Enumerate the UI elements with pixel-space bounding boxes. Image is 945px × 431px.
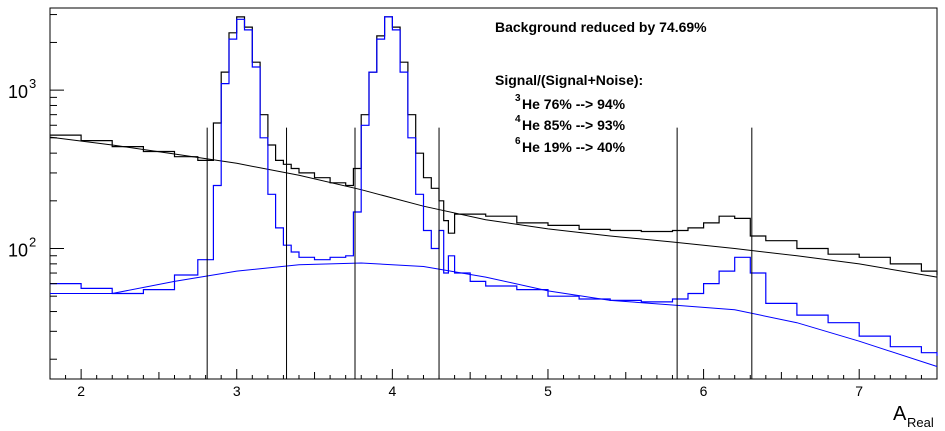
x-axis-title-sub: Real <box>907 415 934 430</box>
x-axis-title-main: A <box>893 403 907 425</box>
annotation-ratio-title: Signal/(Signal+Noise): <box>495 72 643 88</box>
x-tick-label-7: 7 <box>855 383 863 399</box>
x-tick-label-2: 2 <box>77 383 85 399</box>
series-2-histogram-blue <box>50 16 938 356</box>
series-1-fit-black <box>49 136 938 278</box>
y-tick-label-exp-1000: 3 <box>29 76 36 91</box>
y-tick-label-100: 10 <box>8 241 28 261</box>
annotation-row-he6: 6 He 19% --> 40% <box>515 136 626 155</box>
annotation-row-he3: 3 He 76% --> 94% <box>515 93 626 112</box>
annotation-headline: Background reduced by 74.69% <box>495 19 707 35</box>
y-tick-label-1000: 10 <box>8 82 28 102</box>
x-tick-label-4: 4 <box>388 383 396 399</box>
annotation-row-he4: 4 He 85% --> 93% <box>515 114 626 133</box>
x-tick-label-5: 5 <box>544 383 552 399</box>
annotation-row-he3-text: He 76% --> 94% <box>522 96 626 112</box>
series-3-fit-blue <box>50 262 938 367</box>
x-tick-label-6: 6 <box>700 383 708 399</box>
y-tick-label-exp-100: 2 <box>29 235 36 250</box>
annotation-row-he4-text: He 85% --> 93% <box>522 117 626 133</box>
cut-lines-layer <box>206 127 753 379</box>
annotation-row-he6-sup: 6 <box>515 136 521 147</box>
plot-frame <box>49 7 938 380</box>
annotation-row-he4-sup: 4 <box>515 114 521 125</box>
series-layer <box>49 16 938 367</box>
annotation-row-he3-sup: 3 <box>515 93 521 104</box>
x-tick-label-3: 3 <box>233 383 241 399</box>
annotation-row-he6-text: He 19% --> 40% <box>522 139 626 155</box>
series-0-histogram-black <box>50 16 938 275</box>
x-axis-title: A Real <box>893 403 934 430</box>
